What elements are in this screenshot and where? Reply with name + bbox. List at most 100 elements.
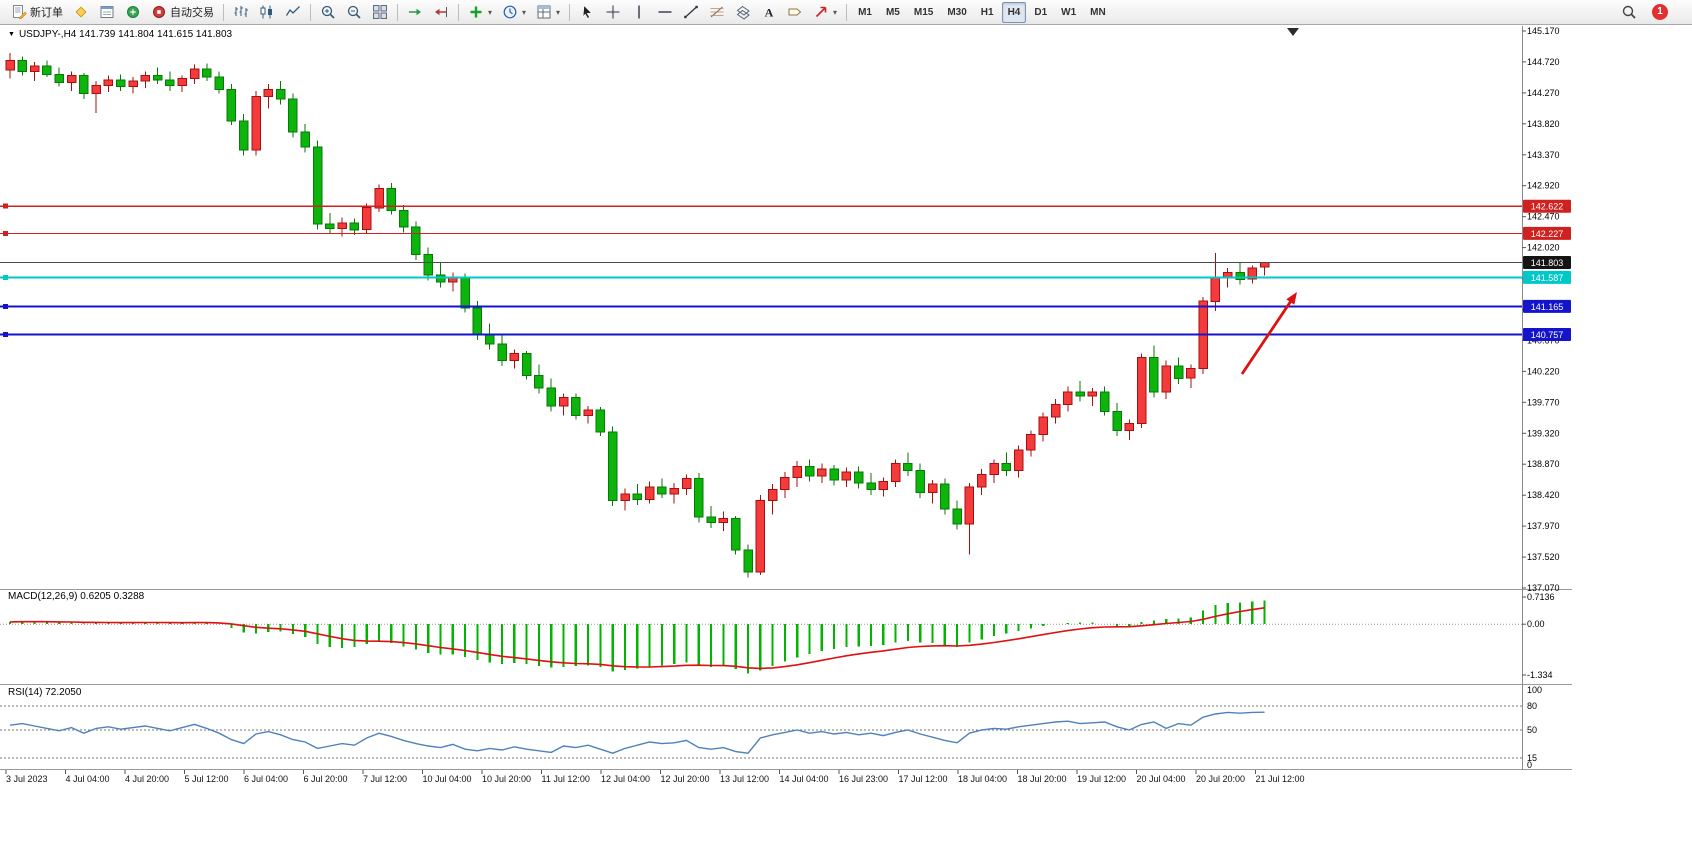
zoom-in-icon xyxy=(320,4,336,20)
autotrading-icon xyxy=(151,4,167,20)
auto-scroll-button[interactable] xyxy=(403,2,427,23)
tf-m30-button[interactable]: M30 xyxy=(941,2,972,23)
tf-m5-button-label: M5 xyxy=(885,6,900,18)
zoom-out-button[interactable] xyxy=(342,2,366,23)
tf-mn-button[interactable]: MN xyxy=(1084,2,1112,23)
tf-m5-button[interactable]: M5 xyxy=(880,2,906,23)
svg-text:21 Jul 12:00: 21 Jul 12:00 xyxy=(1256,774,1305,784)
chart-shift-icon xyxy=(433,4,449,20)
tf-mn-button-label: MN xyxy=(1090,6,1106,18)
indicators-icon xyxy=(468,4,484,20)
market-watch-icon xyxy=(125,4,141,20)
periods-button[interactable]: ▾ xyxy=(498,2,530,23)
horizontal-line-141.165[interactable] xyxy=(0,303,1522,309)
horizontal-line-140.757[interactable] xyxy=(0,332,1522,337)
auto-scroll-icon xyxy=(407,4,423,20)
zoom-in-button[interactable] xyxy=(316,2,340,23)
svg-text:13 Jul 12:00: 13 Jul 12:00 xyxy=(720,774,769,784)
fibonacci-button[interactable] xyxy=(705,2,729,23)
svg-text:142.920: 142.920 xyxy=(1527,181,1560,191)
svg-text:142.470: 142.470 xyxy=(1527,212,1560,222)
svg-text:A: A xyxy=(765,6,774,20)
chart-menu-caret[interactable]: ▼ xyxy=(8,31,15,38)
svg-text:-1.334: -1.334 xyxy=(1527,670,1553,680)
fibo-icon xyxy=(709,4,725,20)
arrows-button[interactable]: ▾ xyxy=(809,2,841,23)
chart-ohlc: 141.739 141.804 141.615 141.803 xyxy=(79,29,233,40)
new-order-button-label: 新订单 xyxy=(30,7,63,19)
toolbar-separator xyxy=(310,3,311,21)
bar-chart-button[interactable] xyxy=(229,2,253,23)
templates-button[interactable]: ▾ xyxy=(532,2,564,23)
svg-text:50: 50 xyxy=(1527,725,1537,735)
tf-m30-button-label: M30 xyxy=(947,6,967,18)
crosshair-button[interactable] xyxy=(601,2,625,23)
tf-h4-button-label: H4 xyxy=(1007,6,1021,18)
shapes-button[interactable] xyxy=(731,2,755,23)
horizontal-line-141.587[interactable] xyxy=(0,274,1522,280)
line-chart-button[interactable] xyxy=(281,2,305,23)
new-order-icon xyxy=(11,4,27,20)
svg-text:142.020: 142.020 xyxy=(1527,243,1560,253)
horizontal-line-142.622[interactable] xyxy=(0,203,1522,209)
chart-shift-marker-icon[interactable] xyxy=(1287,28,1299,36)
svg-text:0: 0 xyxy=(1527,760,1532,770)
svg-text:141.587: 141.587 xyxy=(1531,273,1564,283)
tile-windows-button[interactable] xyxy=(368,2,392,23)
tf-d1-button[interactable]: D1 xyxy=(1028,2,1053,23)
market-watch-button[interactable] xyxy=(121,2,145,23)
trend-arrow[interactable] xyxy=(1240,292,1297,375)
tf-m15-button[interactable]: M15 xyxy=(908,2,939,23)
trendline-button[interactable] xyxy=(679,2,703,23)
clock-icon xyxy=(502,4,518,20)
price-badge xyxy=(1523,270,1571,284)
autotrading-button[interactable]: 自动交易 xyxy=(147,2,218,23)
tf-h1-button[interactable]: H1 xyxy=(975,2,1000,23)
horizontal-line-142.227[interactable] xyxy=(0,230,1522,236)
vertical-line-button[interactable] xyxy=(627,2,651,23)
svg-text:142.227: 142.227 xyxy=(1531,229,1564,239)
toolbar-separator xyxy=(397,3,398,21)
svg-text:7 Jul 12:00: 7 Jul 12:00 xyxy=(363,774,407,784)
toolbar-separator xyxy=(569,3,571,21)
chart-header: ▼ USDJPY-,H4 141.739 141.804 141.615 141.… xyxy=(8,29,232,40)
svg-text:4 Jul 20:00: 4 Jul 20:00 xyxy=(125,774,169,784)
svg-text:5 Jul 12:00: 5 Jul 12:00 xyxy=(185,774,229,784)
indicators-button[interactable]: ▾ xyxy=(464,2,496,23)
tf-w1-button[interactable]: W1 xyxy=(1055,2,1082,23)
svg-text:6 Jul 20:00: 6 Jul 20:00 xyxy=(304,774,348,784)
metaeditor-icon xyxy=(73,4,89,20)
tf-h4-button[interactable]: H4 xyxy=(1001,1,1027,23)
rsi-pane: 100 80 50 150 xyxy=(0,685,1542,770)
crosshair-icon xyxy=(605,4,621,20)
tf-m1-button-label: M1 xyxy=(858,6,872,18)
horizontal-line-objects xyxy=(0,203,1522,337)
cursor-button[interactable] xyxy=(575,2,599,23)
chart-canvas[interactable]: 145.170 144.720 144.270 143.820 143.370 142.9… xyxy=(0,25,1692,851)
text-label-button[interactable] xyxy=(783,2,807,23)
template-icon xyxy=(536,4,552,20)
shapes-icon xyxy=(735,4,751,20)
notifications-badge[interactable]: 1 xyxy=(1652,4,1668,20)
tf-m1-button[interactable]: M1 xyxy=(852,2,878,23)
data-window-button[interactable] xyxy=(95,2,119,23)
dropdown-caret-icon: ▾ xyxy=(556,7,561,17)
macd-label: MACD(12,26,9) 0.6205 0.3288 xyxy=(8,591,144,602)
svg-text:14 Jul 04:00: 14 Jul 04:00 xyxy=(780,774,829,784)
vline-icon xyxy=(631,4,647,20)
svg-text:3 Jul 2023: 3 Jul 2023 xyxy=(6,774,48,784)
tf-d1-button-label: D1 xyxy=(1034,6,1048,18)
svg-text:0.7136: 0.7136 xyxy=(1527,592,1555,602)
svg-text:137.520: 137.520 xyxy=(1527,552,1560,562)
new-order-button[interactable]: 新订单 xyxy=(7,2,67,23)
text-button[interactable]: A xyxy=(757,2,781,23)
metaeditor-button[interactable] xyxy=(69,2,93,23)
svg-text:20 Jul 20:00: 20 Jul 20:00 xyxy=(1196,774,1245,784)
chart-shift-button[interactable] xyxy=(429,2,453,23)
candles-layer xyxy=(5,53,1270,578)
candlestick-chart-button[interactable] xyxy=(255,2,279,23)
search-button[interactable] xyxy=(1617,2,1641,23)
svg-text:19 Jul 12:00: 19 Jul 12:00 xyxy=(1077,774,1126,784)
svg-text:18 Jul 20:00: 18 Jul 20:00 xyxy=(1018,774,1067,784)
horizontal-line-button[interactable] xyxy=(653,2,677,23)
